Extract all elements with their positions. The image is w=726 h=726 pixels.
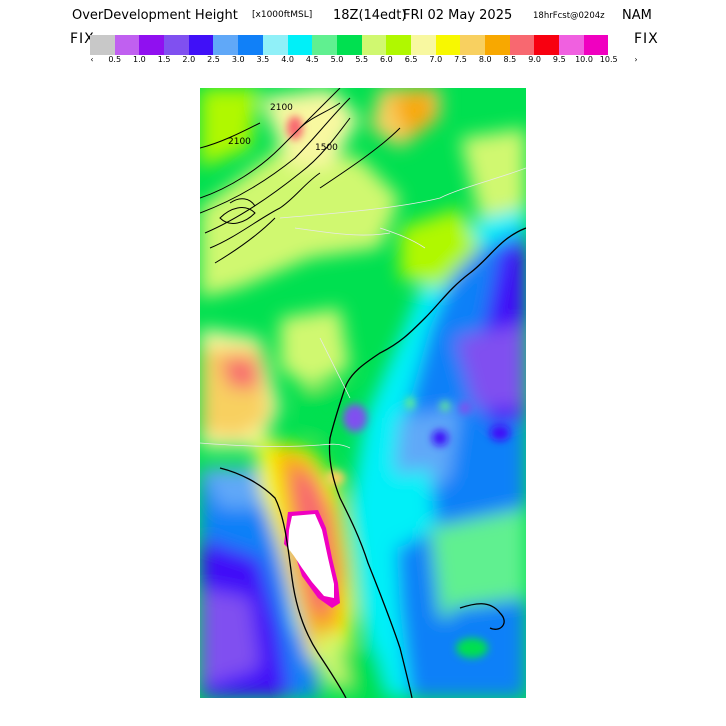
legend-swatch [164,35,189,55]
legend-tick-label: 5.0 [330,55,344,64]
legend-swatch [485,35,510,55]
legend-tick-label: 4.5 [305,55,319,64]
legend-swatch [509,35,535,55]
contour-label: 2100 [270,103,293,113]
legend-tick-label: 4.0 [281,55,294,64]
contour-label: 1500 [315,143,338,153]
legend-swatch [336,35,362,55]
legend-tick-label: 3.5 [256,55,270,64]
legend-swatch [114,35,140,55]
legend-tick-label: 1.5 [157,55,171,64]
title-time: 18Z(14edt) [333,8,407,23]
legend-swatch [583,35,609,55]
contour-lines [200,88,401,264]
legend-tick-label: 3.0 [231,55,245,64]
legend-tick-label: 10.5 [599,55,618,64]
legend-tick-label: 7.5 [454,55,467,64]
legend-tick-label: 8.0 [478,55,492,64]
legend-swatch [435,35,461,55]
legend-swatch [139,35,165,55]
field-shading [200,88,526,698]
contour-label: 2100 [228,137,251,147]
legend-swatch [534,35,560,55]
title-model: NAM [622,8,652,23]
title-main: OverDevelopment Height [72,8,238,23]
legend-tick-label: 2.0 [182,55,196,64]
legend-ticks: ‹ › 0.5 1.0 1.5 2.0 2.5 3.0 3.5 4.0 4.5 5.0 5.5 6.0… [84,55,644,69]
right-fix-label: FIX [634,31,659,47]
legend-swatch [460,35,485,55]
legend-tick-label: 5.5 [355,55,369,64]
legend-swatch [410,35,436,55]
legend-swatch [238,35,263,55]
legend-tick-label: 7.0 [429,55,443,64]
weather-map: 2100 2100 1500 [200,88,526,698]
legend-tick-label: 6.0 [380,55,393,64]
legend-swatch [90,35,115,55]
legend-swatch [386,35,411,55]
title-date: FRI 02 May 2025 [403,8,513,23]
legend-tick-label: 8.5 [503,55,517,64]
legend-swatch [188,35,214,55]
legend-left-arrow: ‹ [90,55,94,64]
overdev-core-white [288,514,334,598]
chart-title: OverDevelopment Height [x1000ftMSL] 18Z(… [0,8,726,28]
legend-tick-label: 6.5 [404,55,418,64]
legend-swatch [213,35,239,55]
title-units: [x1000ftMSL] [252,10,313,20]
color-legend [90,35,610,55]
legend-swatch [559,35,584,55]
legend-swatch [312,35,337,55]
coastline [219,227,526,698]
convective-cells [287,116,510,658]
title-forecast: 18hrFcst@0204z [533,11,605,21]
legend-swatch [361,35,387,55]
legend-tick-label: 1.0 [133,55,146,64]
left-fix-label: FIX [70,31,95,47]
legend-tick-label: 10.0 [575,55,593,64]
state-borders [200,167,526,449]
legend-right-arrow: › [634,55,638,64]
legend-swatch [262,35,288,55]
legend-tick-label: 9.0 [528,55,541,64]
legend-tick-label: 2.5 [207,55,220,64]
legend-swatch [287,35,313,55]
legend-tick-label: 0.5 [108,55,122,64]
legend-tick-label: 9.5 [552,55,566,64]
